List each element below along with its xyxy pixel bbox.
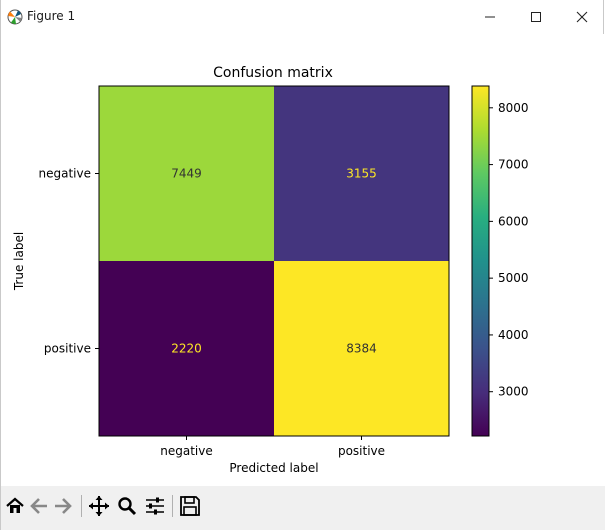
colorbar-tick-label: 7000 <box>498 158 529 172</box>
sliders-icon <box>146 497 164 515</box>
colorbar-tick-label: 5000 <box>498 271 529 285</box>
colorbar-tick-label: 3000 <box>498 385 529 399</box>
minimize-icon <box>485 16 495 18</box>
title-bar[interactable]: Figure 1 <box>1 0 603 34</box>
back-button[interactable] <box>27 492 51 520</box>
colorbar-tick-label: 4000 <box>498 328 529 342</box>
confusion-matrix-chart: Confusion matrix 7449 3155 2220 8384 negati… <box>12 65 529 475</box>
save-icon <box>180 496 200 516</box>
colorbar-tick-label: 8000 <box>498 101 529 115</box>
toolbar-separator <box>172 495 173 517</box>
save-button[interactable] <box>178 492 202 520</box>
cell-value-label: 2220 <box>171 342 202 356</box>
move-icon <box>89 496 109 516</box>
matrix-cell <box>99 261 274 436</box>
matrix-cell <box>274 261 449 436</box>
window-title: Figure 1 <box>27 9 76 23</box>
minimize-button[interactable] <box>467 0 513 34</box>
matrix-cell <box>99 86 274 261</box>
matrix-cell <box>274 86 449 261</box>
zoom-icon <box>118 497 137 516</box>
navigation-toolbar <box>1 486 605 530</box>
colorbar-tick-label: 6000 <box>498 214 529 228</box>
home-button[interactable] <box>3 492 27 520</box>
colorbar <box>471 85 490 437</box>
back-arrow-icon <box>30 498 47 514</box>
x-axis-label: Predicted label <box>229 461 318 475</box>
y-tick-label: negative <box>39 167 91 181</box>
chart-title: Confusion matrix <box>213 65 333 81</box>
cell-value-label: 7449 <box>171 167 202 181</box>
forward-arrow-icon <box>55 498 72 514</box>
zoom-button[interactable] <box>115 492 139 520</box>
maximize-button[interactable] <box>513 0 559 34</box>
toolbar-separator <box>81 495 82 517</box>
cell-value-label: 8384 <box>346 342 377 356</box>
pan-button[interactable] <box>87 492 111 520</box>
x-tick-label: negative <box>160 444 212 458</box>
y-axis-label: True label <box>12 232 26 291</box>
cell-value-label: 3155 <box>346 167 377 181</box>
plot-frame <box>98 85 450 437</box>
close-button[interactable] <box>559 0 605 34</box>
configure-subplots-button[interactable] <box>143 492 167 520</box>
figure-canvas[interactable]: Confusion matrix 7449 3155 2220 8384 negati… <box>1 34 605 486</box>
home-icon <box>6 497 24 513</box>
forward-button[interactable] <box>51 492 75 520</box>
matplotlib-logo-icon <box>7 9 23 25</box>
x-tick-label: positive <box>338 444 385 458</box>
close-icon <box>576 11 588 23</box>
maximize-icon <box>531 12 541 22</box>
y-tick-label: positive <box>44 342 91 356</box>
